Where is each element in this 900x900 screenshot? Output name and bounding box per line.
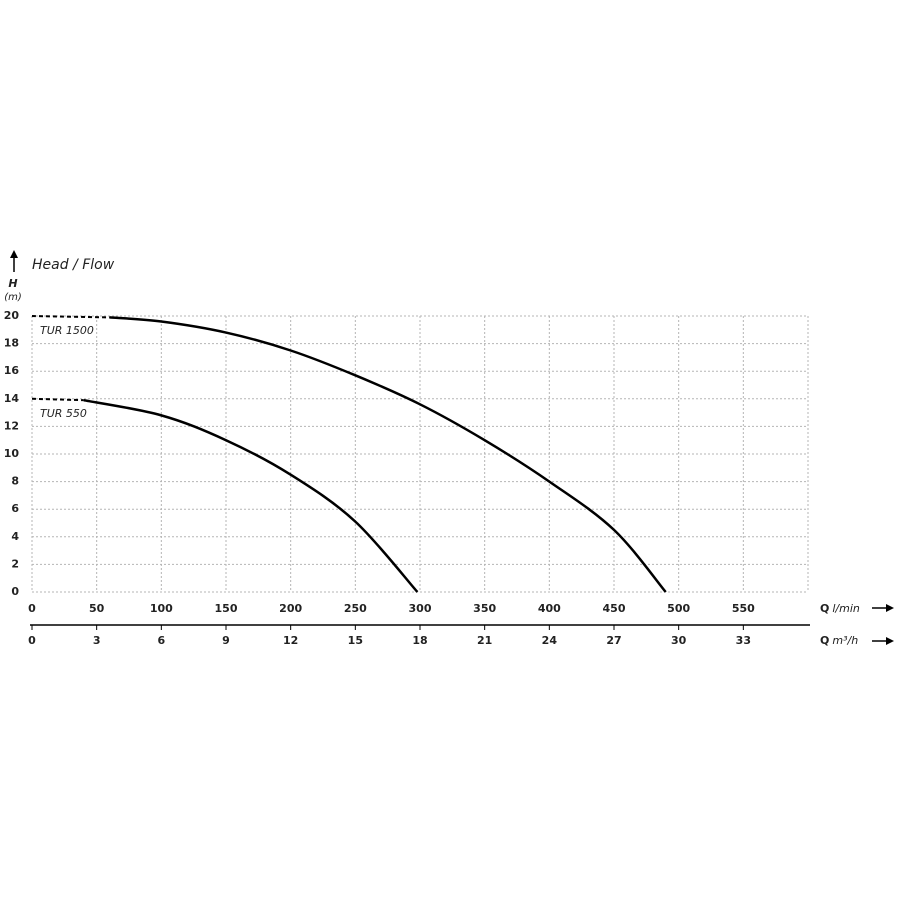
x-tick-label: 550 bbox=[732, 602, 755, 615]
x2-tick-label: 0 bbox=[28, 634, 36, 647]
y-tick-label: 4 bbox=[11, 530, 19, 543]
y-tick-label: 0 bbox=[11, 585, 19, 598]
chart-title: Head / Flow bbox=[32, 257, 115, 273]
series-label: TUR 1500 bbox=[40, 324, 94, 337]
x2-tick-label: 6 bbox=[158, 634, 166, 647]
x-tick-label: 150 bbox=[215, 602, 238, 615]
x-tick-label: 300 bbox=[409, 602, 432, 615]
y-tick-label: 6 bbox=[11, 502, 19, 515]
series-line-dashed bbox=[31, 397, 84, 402]
y-tick-label: 18 bbox=[4, 337, 19, 350]
x2-tick-label: 3 bbox=[93, 634, 101, 647]
x2-tick-label: 12 bbox=[283, 634, 298, 647]
x2-tick-label: 15 bbox=[348, 634, 363, 647]
x-tick-label: 200 bbox=[279, 602, 302, 615]
x2-tick-label: 18 bbox=[412, 634, 427, 647]
x2-unit: m³/h bbox=[832, 634, 858, 647]
x2-tick-label: 27 bbox=[606, 634, 621, 647]
y-label: H bbox=[8, 277, 17, 290]
x2-tick-label: 9 bbox=[222, 634, 230, 647]
y-tick-label: 20 bbox=[4, 309, 20, 322]
x-tick-label: 0 bbox=[28, 602, 36, 615]
y-tick-label: 2 bbox=[11, 557, 19, 570]
y-tick-label: 12 bbox=[4, 419, 19, 432]
x-tick-label: 450 bbox=[603, 602, 626, 615]
y-arrow-head bbox=[10, 250, 18, 258]
x2-label: Q bbox=[820, 634, 829, 647]
x-tick-label: 250 bbox=[344, 602, 367, 615]
x2-tick-label: 30 bbox=[671, 634, 687, 647]
x-label: Q bbox=[820, 602, 829, 615]
x-arrow-head bbox=[886, 604, 894, 612]
x2-tick-label: 24 bbox=[542, 634, 558, 647]
series-line bbox=[83, 398, 419, 593]
y-tick-label: 14 bbox=[4, 392, 20, 405]
x-unit: l/min bbox=[832, 602, 860, 615]
series-label: TUR 550 bbox=[40, 407, 87, 420]
x-tick-label: 500 bbox=[667, 602, 690, 615]
x-tick-label: 350 bbox=[473, 602, 496, 615]
x-tick-label: 100 bbox=[150, 602, 173, 615]
x-tick-label: 50 bbox=[89, 602, 105, 615]
x-tick-label: 400 bbox=[538, 602, 561, 615]
x2-tick-label: 33 bbox=[736, 634, 751, 647]
y-tick-label: 16 bbox=[4, 364, 20, 377]
y-tick-label: 8 bbox=[11, 475, 19, 488]
x2-arrow-head bbox=[886, 637, 894, 645]
y-unit: (m) bbox=[4, 292, 22, 303]
y-tick-label: 10 bbox=[4, 447, 20, 460]
x2-tick-label: 21 bbox=[477, 634, 492, 647]
series-line-dashed bbox=[31, 315, 110, 319]
series-line bbox=[109, 316, 667, 593]
